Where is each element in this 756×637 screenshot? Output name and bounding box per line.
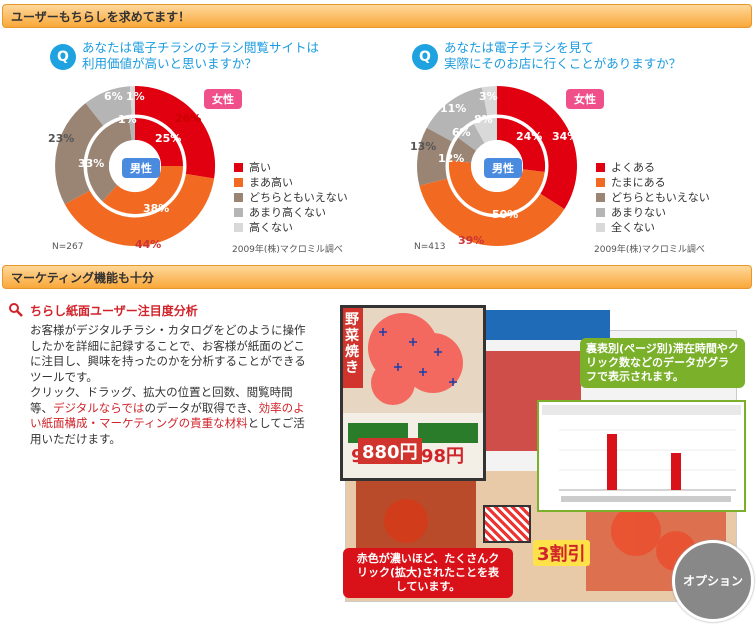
male-badge: 男性 xyxy=(484,158,522,178)
inner-seg-4 xyxy=(458,123,485,151)
legend-1: 高い まあ高い どちらともいえない あまり高くない 高くない xyxy=(234,160,348,235)
inner-seg-2 xyxy=(102,166,183,214)
pct-label: 3% xyxy=(479,90,498,103)
callout-graph: 裏表別(ページ別)滞在時間やクリック数などのデータがグラフで表示されます。 xyxy=(580,338,745,388)
outer-seg-2 xyxy=(64,173,215,246)
flyer-vertical-text: 野菜焼き xyxy=(345,312,359,376)
outer-seg-1 xyxy=(135,85,216,179)
section-title: マーケティング機能も十分 xyxy=(11,271,155,285)
callout-heatmap: 赤色が濃いほど、たくさんクリック(拡大)されたことを表しています。 xyxy=(343,548,513,598)
pct-label: 24% xyxy=(516,130,543,143)
female-badge: 女性 xyxy=(566,89,604,109)
pct-label: 44% xyxy=(135,238,162,251)
outer-seg-3 xyxy=(417,127,453,186)
pct-label: 34% xyxy=(552,130,579,143)
pct-label: 23% xyxy=(48,132,75,145)
inner-seg-3 xyxy=(449,137,476,163)
legend-2: よくある たまにある どちらともいえない あまりない 全くない xyxy=(596,160,710,235)
outer-seg-5 xyxy=(130,86,135,116)
pct-label: 38% xyxy=(143,202,170,215)
pct-label: 6% xyxy=(452,126,471,139)
sample-size: N=267 xyxy=(52,242,84,252)
donut-chart-1 xyxy=(55,85,216,246)
inner-seg-1 xyxy=(497,117,546,172)
flyer-sale-badge: 3割引 xyxy=(533,540,590,566)
pct-label: 1% xyxy=(126,90,145,103)
pct-label: 8% xyxy=(474,113,493,126)
inner-seg-3 xyxy=(87,118,132,202)
zoom-source-marker xyxy=(483,505,531,543)
question-text: あなたは電子チラシを見て 実際にそのお店に行くことがありますか？ xyxy=(444,40,682,71)
question-icon: Q xyxy=(50,44,76,70)
pct-label: 1% xyxy=(118,113,137,126)
source-note: 2009年(株)マクロミル調べ xyxy=(232,245,343,255)
section-header-marketing: マーケティング機能も十分 xyxy=(2,265,752,289)
outer-seg-4 xyxy=(85,86,132,126)
flyer-price: 98円 xyxy=(421,446,465,467)
question-text: あなたは電子チラシのチラシ閲覧サイトは 利用価値が高いと思いますか？ xyxy=(82,40,320,71)
heatmap-zoom-flyer: 野菜焼き 98円 98円 xyxy=(340,305,486,481)
pct-label: 26% xyxy=(175,112,202,125)
outer-seg-3 xyxy=(55,103,104,205)
outer-seg-5 xyxy=(482,85,497,116)
sample-size: N=413 xyxy=(414,242,446,252)
bar xyxy=(607,434,617,490)
section-header-users: ユーザーもちらしを求めてます！ xyxy=(2,4,752,28)
source-note: 2009年(株)マクロミル調べ xyxy=(594,245,705,255)
male-badge: 男性 xyxy=(122,158,160,178)
feature-description: お客様がデジタルチラシ・カタログをどのように操作したかを詳細に記録することで、お… xyxy=(30,323,306,446)
inner-seg-4 xyxy=(129,118,135,141)
pct-label: 50% xyxy=(492,208,519,221)
inner-seg-2 xyxy=(448,160,545,215)
flyer-headline-bg xyxy=(470,310,610,340)
pct-label: 13% xyxy=(410,140,437,153)
outer-seg-4 xyxy=(426,87,488,142)
magnifier-icon xyxy=(9,303,23,317)
option-badge: オプション xyxy=(672,540,754,622)
outer-seg-1 xyxy=(497,86,578,210)
inner-seg-1 xyxy=(135,118,183,166)
pct-label: 12% xyxy=(438,152,465,165)
question-icon: Q xyxy=(412,44,438,70)
pct-label: 33% xyxy=(78,157,105,170)
female-badge: 女性 xyxy=(204,89,242,109)
pct-label: 11% xyxy=(440,102,467,115)
feature-title: ちらし紙面ユーザー注目度分析 xyxy=(30,304,198,318)
pct-label: 6% xyxy=(104,90,123,103)
section-title: ユーザーもちらしを求めてます！ xyxy=(11,10,191,24)
inner-seg-5 xyxy=(473,117,497,144)
pct-label: 25% xyxy=(155,132,182,145)
pct-label: 39% xyxy=(458,234,485,247)
flyer-price: 880円 xyxy=(358,438,422,464)
stats-graph-panel xyxy=(537,400,746,512)
bar xyxy=(671,453,681,490)
outer-seg-2 xyxy=(419,178,565,247)
